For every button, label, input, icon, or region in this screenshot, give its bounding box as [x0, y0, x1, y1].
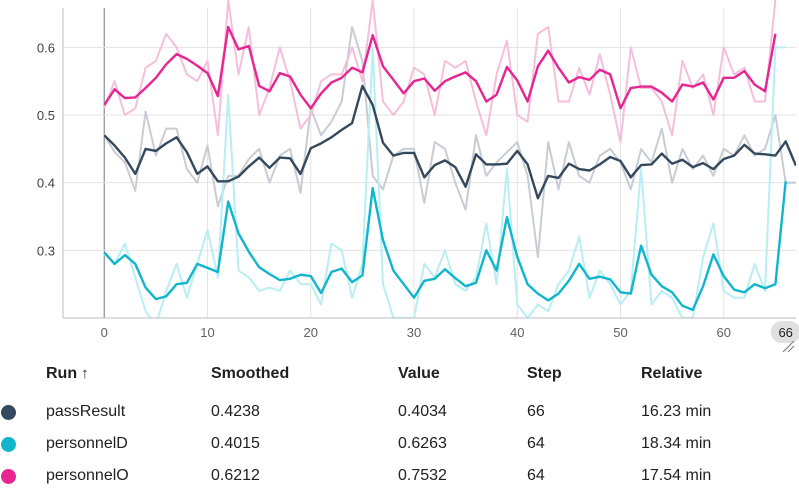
x-tick-label: 40 [510, 325, 524, 340]
hover-step-badge [770, 321, 799, 343]
x-tick-label: 20 [304, 325, 318, 340]
table-header-row: Run ↑ Smoothed Value Step Relative [0, 352, 799, 396]
step-value: 66 [527, 403, 545, 420]
series-color-dot [1, 405, 16, 420]
x-tick-label: 10 [200, 325, 214, 340]
raw-line-personnelO [103, 0, 777, 144]
line-chart[interactable]: 0 10 20 30 40 50 60 0.3 0.4 0.5 0.6 66 [0, 0, 799, 352]
x-tick-label: 0 [101, 325, 108, 340]
sort-arrow-up-icon: ↑ [81, 365, 89, 382]
x-tick-label: 60 [716, 325, 730, 340]
header-value[interactable]: Value [398, 365, 440, 382]
run-name: personnelD [46, 435, 128, 452]
relative-time: 17.54 min [641, 467, 712, 484]
raw-series-lines [103, 0, 796, 318]
header-run[interactable]: Run ↑ [46, 352, 211, 396]
smoothed-line-passResult [103, 84, 796, 200]
step-value: 64 [527, 467, 545, 484]
raw-line-personnelD [103, 46, 786, 318]
chart-axes: 0 10 20 30 40 50 60 0.3 0.4 0.5 0.6 [37, 8, 796, 340]
hover-step-label: 66 [778, 325, 792, 340]
resize-handle-icon [787, 345, 795, 352]
raw-value: 0.6263 [398, 435, 447, 452]
relative-time: 18.34 min [641, 435, 712, 452]
y-tick-label: 0.4 [37, 176, 55, 191]
smoothed-series-lines [103, 25, 796, 312]
tooltip-table: Run ↑ Smoothed Value Step Relative passRe… [0, 352, 799, 492]
table-row: personnelD 0.4015 0.6263 64 18.34 min [0, 428, 799, 460]
raw-line-passResult [103, 26, 796, 259]
raw-value: 0.4034 [398, 403, 447, 420]
table-row: personnelO 0.6212 0.7532 64 17.54 min [0, 460, 799, 492]
series-color-cell [0, 428, 46, 460]
series-color-cell [0, 460, 46, 492]
header-step[interactable]: Step [527, 365, 562, 382]
resize-handle-icon [782, 340, 795, 352]
smoothed-value: 0.4238 [211, 403, 260, 420]
run-name: passResult [46, 403, 126, 420]
header-smoothed[interactable]: Smoothed [211, 365, 290, 382]
smoothed-value: 0.4015 [211, 435, 260, 452]
y-tick-label: 0.6 [37, 40, 55, 55]
y-tick-label: 0.3 [37, 243, 55, 258]
relative-time: 16.23 min [641, 403, 712, 420]
x-tick-label: 50 [613, 325, 627, 340]
series-color-cell [0, 396, 46, 428]
header-color-cell [0, 352, 46, 396]
hover-indicator: 66 [770, 321, 799, 352]
step-value: 64 [527, 435, 545, 452]
smoothed-line-personnelO [103, 25, 777, 110]
series-color-dot [1, 469, 16, 484]
smoothed-line-personnelD [103, 181, 787, 312]
header-run-label: Run [46, 365, 78, 382]
table-row: passResult 0.4238 0.4034 66 16.23 min [0, 396, 799, 428]
smoothed-value: 0.6212 [211, 467, 260, 484]
run-name: personnelO [46, 467, 129, 484]
y-tick-label: 0.5 [37, 108, 55, 123]
series-color-dot [1, 437, 16, 452]
raw-value: 0.7532 [398, 467, 447, 484]
x-tick-label: 30 [407, 325, 421, 340]
header-relative[interactable]: Relative [641, 365, 703, 382]
